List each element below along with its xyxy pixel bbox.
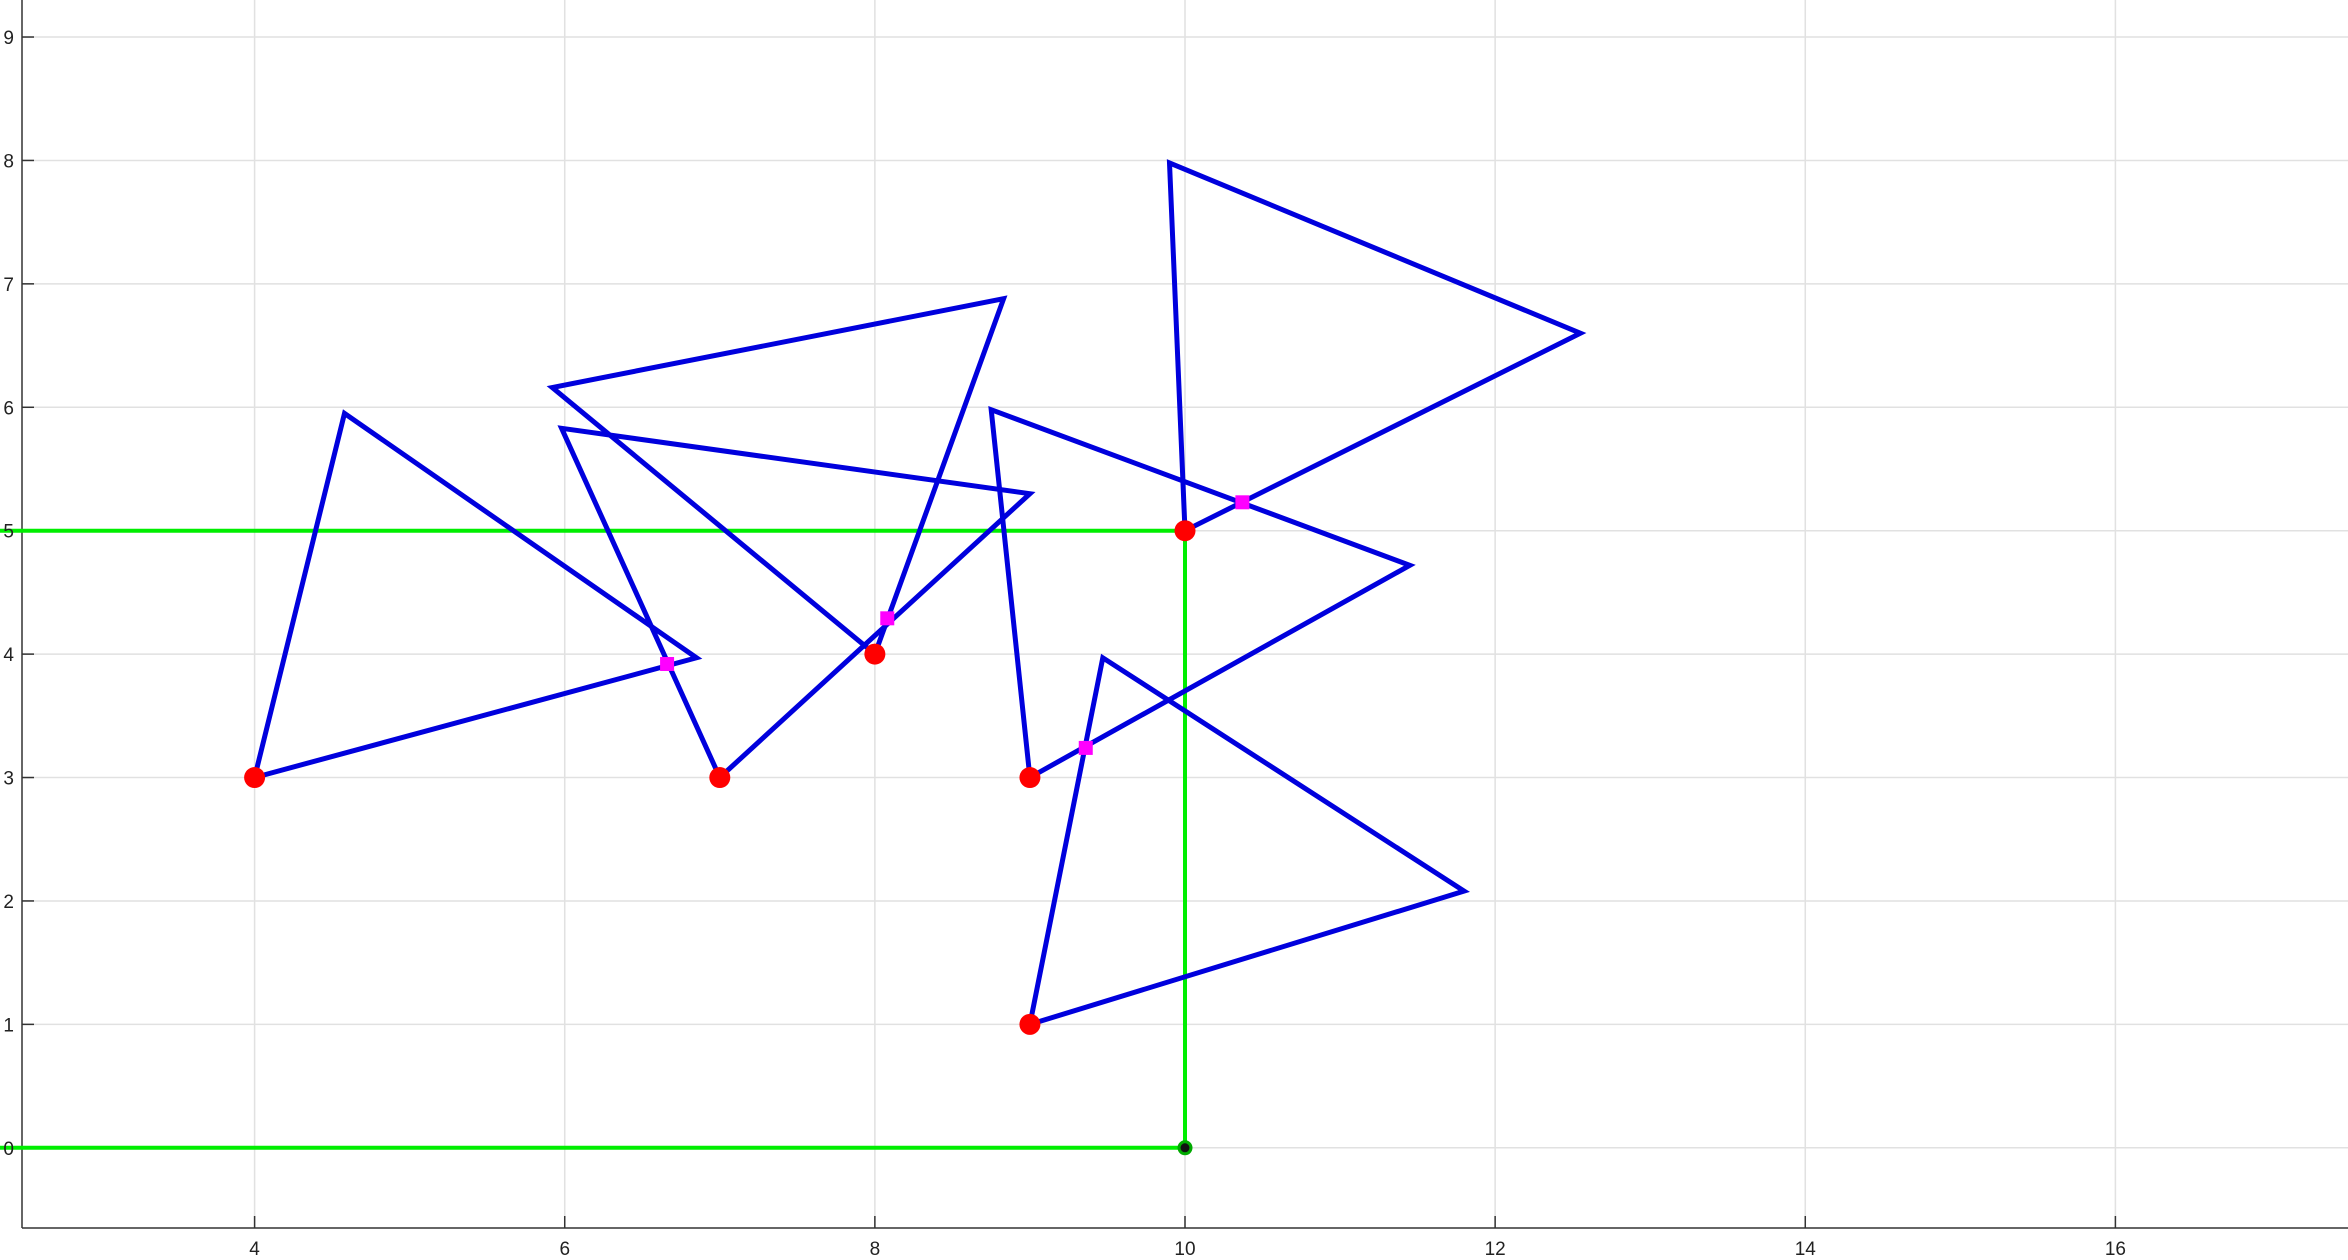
y-tick-label: 6	[3, 398, 14, 419]
intersection-marker	[1235, 495, 1250, 510]
intersection-marker	[660, 656, 675, 671]
triangle-outline	[557, 425, 1036, 780]
intersection-markers	[660, 495, 1250, 755]
vertex-marker	[1174, 520, 1196, 542]
triangle-outline	[1166, 159, 1587, 533]
triangle-outline	[546, 295, 1008, 657]
vertex-marker	[244, 767, 266, 789]
y-tick-label: 4	[3, 645, 14, 666]
y-tick-label: 9	[3, 28, 14, 49]
y-tick-label: 0	[3, 1139, 14, 1160]
triangle-outline	[988, 405, 1416, 780]
x-tick-label: 12	[1485, 1239, 1506, 1260]
origin-marker	[1177, 1140, 1193, 1156]
vertex-marker	[864, 643, 886, 665]
y-tick-label: 8	[3, 151, 14, 172]
x-tick-label: 10	[1174, 1239, 1195, 1260]
y-tick-label: 3	[3, 769, 14, 790]
x-tick-label: 8	[870, 1239, 881, 1260]
vertex-marker	[1019, 767, 1041, 789]
boundary-line	[0, 528, 1187, 1150]
vertex-markers	[244, 520, 1196, 1156]
intersection-marker	[880, 611, 895, 626]
y-tick-label: 2	[3, 892, 14, 913]
y-tick-label: 1	[3, 1015, 14, 1036]
x-tick-label: 6	[559, 1239, 570, 1260]
y-tick-label: 7	[3, 275, 14, 296]
y-tick-label: 5	[3, 522, 14, 543]
x-tick-label: 4	[249, 1239, 260, 1260]
vertex-marker	[709, 767, 731, 789]
vertex-marker	[1019, 1013, 1041, 1035]
triangles	[252, 159, 1587, 1027]
triangle-outline	[252, 409, 703, 780]
x-tick-label: 14	[1795, 1239, 1817, 1260]
boundary-lines	[0, 528, 1187, 1150]
intersection-marker	[1078, 740, 1093, 755]
x-tick-label: 16	[2105, 1239, 2126, 1260]
triangle-outline	[1027, 653, 1470, 1027]
axes	[21, 0, 2348, 1229]
